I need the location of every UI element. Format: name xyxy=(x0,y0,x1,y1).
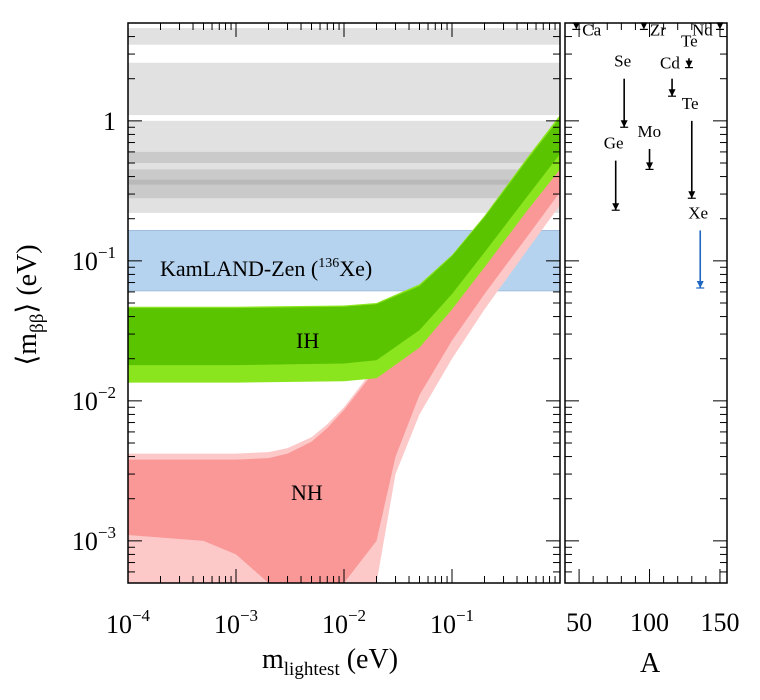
isotope-label: Te xyxy=(681,31,698,50)
isotope-limit-te: Te xyxy=(681,31,698,69)
limit-arrow-head xyxy=(685,60,693,68)
isotope-label: Xe xyxy=(688,203,708,222)
isotope-limit-te: Te xyxy=(682,94,699,199)
x-axis-title: mlightest (eV) xyxy=(262,644,398,680)
y-tick-label: 10−2 xyxy=(72,383,116,416)
limit-arrow-head xyxy=(620,120,628,128)
limit-arrow-head xyxy=(696,280,704,288)
exclusion-band xyxy=(128,62,560,73)
x-tick-label: 10−2 xyxy=(322,606,366,639)
limit-arrow-head xyxy=(646,162,654,170)
isotope-label: Nd xyxy=(692,20,713,39)
isotope-label: Zr xyxy=(650,20,666,39)
kamland-label: KamLAND-Zen (136Xe) xyxy=(160,256,372,281)
lightest-mass-panel xyxy=(128,28,560,583)
isotope-label: Ca xyxy=(582,20,601,39)
ih-label: IH xyxy=(296,328,319,353)
isotope-label: Cd xyxy=(660,54,680,73)
ih-1sigma-band xyxy=(128,117,560,366)
right-ticks: 50 100 150 xyxy=(566,23,739,637)
x-tick-label: 10−1 xyxy=(430,606,474,639)
y-tick-label: 1 xyxy=(103,107,116,136)
y-tick-label: 10−1 xyxy=(72,243,116,276)
limit-arrow-head xyxy=(640,22,648,30)
isotope-limit-mo: Mo xyxy=(638,122,662,171)
y-axis-title: ⟨mββ⟩ (eV) xyxy=(12,244,48,365)
exclusion-band xyxy=(128,120,560,128)
exclusion-bands xyxy=(128,28,560,213)
isotope-limit-cd: Cd xyxy=(660,54,680,97)
y-tick-label: 10−3 xyxy=(72,523,116,556)
isotope-limit-se: Se xyxy=(614,52,631,128)
exclusion-band xyxy=(128,151,560,185)
left-ticks: 10−4 10−3 10−2 10−1 10−3 10−2 10−1 1 xyxy=(72,22,727,639)
nh-region xyxy=(128,119,560,583)
nh-1sigma-band xyxy=(128,120,560,583)
isotope-label: Mo xyxy=(638,122,662,141)
ih-region xyxy=(128,115,560,383)
exclusion-band xyxy=(128,36,560,45)
limit-arrow-head xyxy=(612,203,620,211)
a-axis-title: A xyxy=(640,648,661,679)
nh-label: NH xyxy=(291,480,323,505)
exclusion-band xyxy=(128,127,560,163)
a-tick-label: 100 xyxy=(630,608,669,637)
right-panel-frame xyxy=(564,22,728,584)
a-tick-label: 150 xyxy=(700,608,739,637)
x-tick-label: 10−3 xyxy=(214,606,258,639)
isotope-limit-xe: Xe xyxy=(688,203,708,289)
isotope-label: Se xyxy=(614,52,631,71)
exclusion-band xyxy=(128,179,560,213)
limit-arrow-head xyxy=(668,89,676,97)
isotope-label: Te xyxy=(682,94,699,113)
x-tick-label: 10−4 xyxy=(106,606,151,639)
a-tick-label: 50 xyxy=(566,608,592,637)
isotope-label: Ge xyxy=(604,134,624,153)
limit-arrow-head xyxy=(572,22,580,30)
isotope-limit-zr: Zr xyxy=(639,20,666,39)
exclusion-band xyxy=(128,72,560,116)
exclusion-band xyxy=(128,169,560,199)
isotope-limit-ge: Ge xyxy=(604,134,624,211)
limit-arrow-head xyxy=(688,191,696,199)
